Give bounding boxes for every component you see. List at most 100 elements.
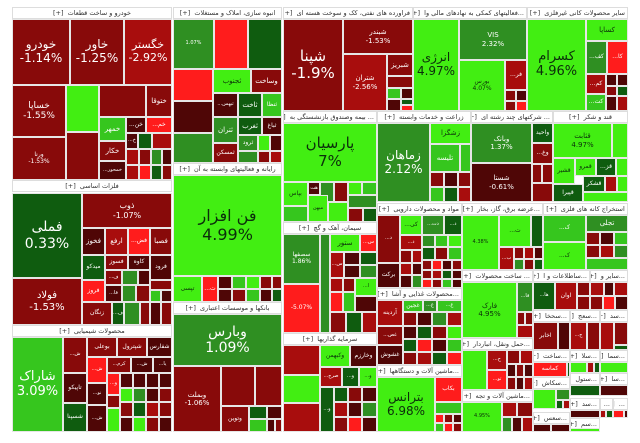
- stock-tile[interactable]: [458, 187, 471, 202]
- stock-tile[interactable]: ثمسکن: [213, 143, 238, 163]
- sector-header[interactable]: ...سعس [+]: [533, 412, 570, 424]
- stock-tile[interactable]: [583, 192, 628, 202]
- stock-tile[interactable]: ثاخت: [238, 93, 262, 117]
- stock-tile[interactable]: [139, 149, 151, 165]
- sector-header[interactable]: ...ماشین آلات و دستگاهها [+]: [377, 365, 462, 377]
- stock-tile[interactable]: خگستر -2.92%: [124, 19, 172, 85]
- expand-button[interactable]: [+]: [283, 113, 286, 121]
- stock-tile[interactable]: [400, 275, 412, 288]
- stock-tile[interactable]: [603, 296, 615, 310]
- stock-tile[interactable]: [570, 362, 587, 373]
- stock-tile[interactable]: [272, 289, 282, 302]
- stock-tile[interactable]: [517, 402, 533, 417]
- stock-tile[interactable]: ...ثبهس: [213, 93, 238, 117]
- stock-tile[interactable]: [444, 172, 458, 187]
- stock-tile[interactable]: [417, 312, 432, 326]
- stock-tile[interactable]: ...د: [444, 215, 462, 235]
- stock-tile[interactable]: ثباغ: [262, 117, 282, 135]
- expand-button[interactable]: [+]: [378, 205, 390, 213]
- stock-tile[interactable]: شستا -0.61%: [471, 163, 532, 202]
- stock-tile[interactable]: [452, 279, 462, 288]
- stock-tile[interactable]: کماسه: [533, 362, 567, 377]
- stock-tile[interactable]: قپیرا: [553, 184, 583, 202]
- stock-tile[interactable]: [507, 377, 516, 390]
- stock-tile[interactable]: [422, 247, 435, 260]
- stock-tile[interactable]: [362, 387, 377, 402]
- stock-tile[interactable]: فملی 0.33%: [12, 193, 82, 278]
- stock-tile[interactable]: شپترول: [117, 337, 147, 357]
- stock-tile[interactable]: [401, 88, 413, 99]
- stock-tile[interactable]: [447, 326, 462, 339]
- stock-tile[interactable]: ...س: [330, 252, 344, 278]
- stock-tile[interactable]: [435, 235, 448, 247]
- stock-tile[interactable]: قمرو: [575, 158, 596, 176]
- stock-tile[interactable]: ...یا: [153, 357, 172, 373]
- stock-tile[interactable]: [162, 149, 172, 165]
- stock-tile[interactable]: [442, 279, 452, 288]
- expand-button[interactable]: [+]: [569, 113, 580, 121]
- stock-tile[interactable]: [432, 339, 447, 352]
- stock-tile[interactable]: [146, 388, 159, 402]
- stock-tile[interactable]: [400, 263, 412, 275]
- stock-tile[interactable]: [422, 235, 435, 247]
- stock-tile[interactable]: [120, 417, 133, 432]
- expand-button[interactable]: [+]: [283, 9, 293, 17]
- stock-tile[interactable]: [343, 278, 355, 292]
- stock-tile[interactable]: [612, 123, 628, 158]
- stock-tile[interactable]: [218, 289, 232, 302]
- sector-header[interactable]: ... شرکتهای چند رشته ای [+]: [471, 111, 553, 123]
- stock-tile[interactable]: [146, 402, 159, 417]
- stock-tile[interactable]: [173, 101, 213, 133]
- expand-button[interactable]: [+]: [533, 312, 541, 320]
- stock-tile[interactable]: [120, 373, 133, 388]
- stock-tile[interactable]: شتران -2.56%: [343, 54, 387, 111]
- sector-header[interactable]: انبوه سازی، املاک و مستغلات [+]: [173, 7, 282, 19]
- stock-tile[interactable]: [283, 375, 320, 403]
- stock-tile[interactable]: [334, 387, 348, 402]
- stock-tile[interactable]: [403, 326, 417, 339]
- stock-tile[interactable]: [532, 183, 553, 202]
- stock-tile[interactable]: [460, 144, 471, 172]
- stock-tile[interactable]: [387, 88, 401, 99]
- stock-tile[interactable]: [138, 133, 152, 149]
- stock-tile[interactable]: [502, 417, 512, 432]
- expand-button[interactable]: [+]: [546, 205, 557, 213]
- stock-tile[interactable]: [133, 373, 146, 388]
- stock-tile[interactable]: میهن: [308, 195, 328, 222]
- stock-tile[interactable]: [161, 290, 172, 302]
- stock-tile[interactable]: [270, 135, 282, 151]
- stock-tile[interactable]: ختوقا: [146, 85, 172, 117]
- stock-tile[interactable]: [275, 419, 282, 432]
- stock-tile[interactable]: ...کم: [586, 74, 606, 94]
- stock-tile[interactable]: [444, 423, 453, 432]
- sector-header[interactable]: ...سکاش [+]: [533, 377, 570, 389]
- stock-tile[interactable]: [442, 270, 452, 279]
- stock-tile[interactable]: [403, 312, 417, 326]
- stock-tile[interactable]: وبانک 1.37%: [471, 123, 532, 163]
- stock-tile[interactable]: [590, 296, 603, 310]
- stock-tile[interactable]: [551, 424, 570, 432]
- expand-button[interactable]: [+]: [571, 420, 577, 428]
- stock-tile[interactable]: ...و: [342, 367, 359, 387]
- stock-tile[interactable]: [616, 158, 628, 176]
- stock-tile[interactable]: ...خ: [126, 133, 138, 149]
- stock-tile[interactable]: کسرام 4.96%: [527, 19, 586, 111]
- sector-header[interactable]: ... بیمه وصندوق بازنشستگی به [+]: [283, 111, 377, 123]
- stock-tile[interactable]: [159, 388, 172, 402]
- stock-tile[interactable]: [283, 403, 320, 432]
- stock-tile[interactable]: [387, 76, 413, 88]
- stock-tile[interactable]: [348, 402, 362, 417]
- stock-tile[interactable]: [66, 132, 99, 180]
- stock-tile[interactable]: شسپنا: [63, 403, 87, 432]
- sector-header[interactable]: استخراج کانه های فلزی [+]: [543, 203, 628, 215]
- sector-header[interactable]: فلزات اساسی [+]: [12, 180, 172, 192]
- stock-tile[interactable]: [362, 182, 377, 195]
- sector-header[interactable]: ...سد [+]: [600, 310, 628, 322]
- stock-tile[interactable]: [600, 410, 606, 418]
- expand-button[interactable]: [+]: [570, 400, 578, 408]
- stock-tile[interactable]: [260, 276, 272, 289]
- stock-tile[interactable]: [126, 165, 139, 180]
- expand-button[interactable]: [+]: [179, 165, 190, 173]
- stock-tile[interactable]: [162, 165, 172, 180]
- stock-tile[interactable]: [140, 302, 150, 325]
